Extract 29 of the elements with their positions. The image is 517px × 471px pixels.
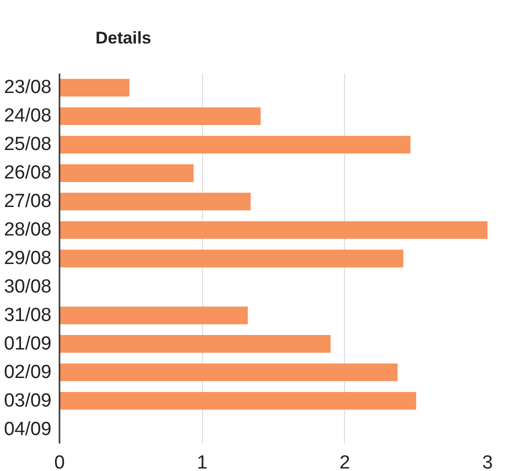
y-tick-label: 29/08	[4, 248, 52, 269]
x-tick-label: 1	[196, 452, 208, 471]
bar	[60, 364, 398, 382]
y-tick-label: 23/08	[4, 77, 52, 98]
y-tick-label: 27/08	[4, 191, 52, 212]
x-tick-label: 2	[340, 452, 350, 471]
y-tick-label: 04/09	[4, 418, 52, 440]
y-tick-label: 03/09	[4, 390, 52, 412]
chart-title: Details	[96, 28, 152, 48]
y-tick-label: 31/08	[4, 304, 52, 326]
bar	[60, 192, 251, 210]
bar	[60, 107, 261, 126]
bar	[60, 306, 248, 324]
bar	[60, 250, 404, 268]
bar	[60, 335, 331, 353]
bar	[60, 392, 416, 410]
bar	[60, 78, 130, 97]
y-tick-label: 30/08	[4, 276, 52, 298]
bar	[60, 164, 194, 182]
bar	[60, 136, 410, 154]
x-tick-label: 0	[54, 452, 65, 471]
y-tick-label: 28/08	[4, 220, 52, 241]
y-tick-label: 02/09	[4, 362, 52, 383]
y-tick-label: 26/08	[4, 162, 52, 184]
y-tick-label: 24/08	[4, 106, 52, 127]
y-tick-label: 01/09	[4, 333, 52, 354]
x-tick-label: 3	[482, 452, 493, 471]
bar	[60, 221, 488, 239]
y-tick-label: 25/08	[4, 134, 52, 156]
